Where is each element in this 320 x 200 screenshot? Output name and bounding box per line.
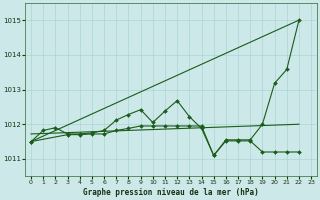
X-axis label: Graphe pression niveau de la mer (hPa): Graphe pression niveau de la mer (hPa)	[83, 188, 259, 197]
